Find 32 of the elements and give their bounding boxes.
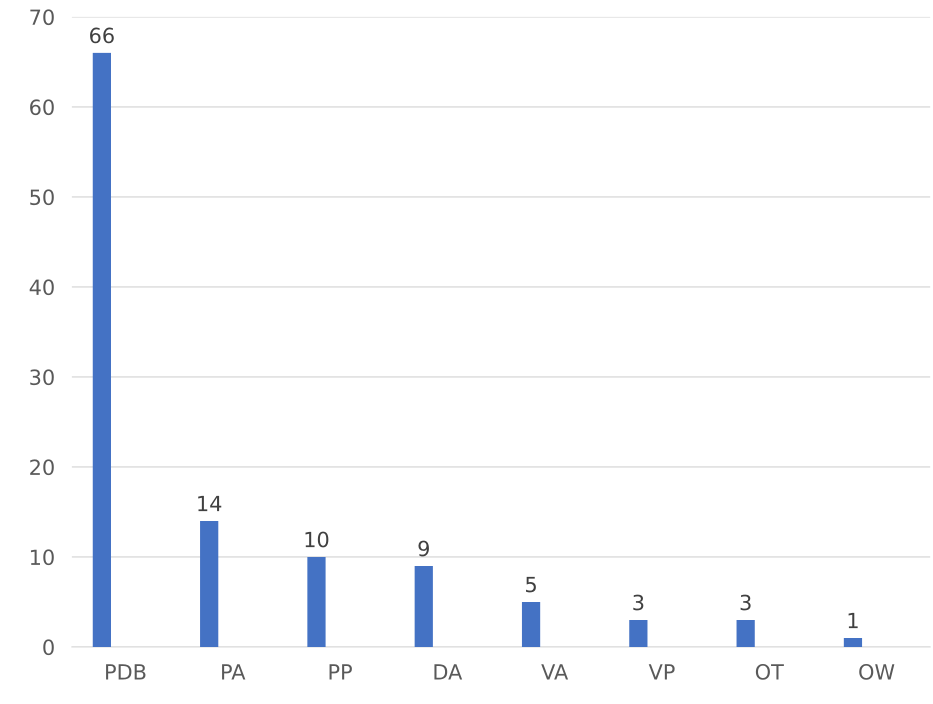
x-tick-label: PA — [222, 664, 246, 680]
bar — [522, 602, 540, 647]
data-label: 3 — [633, 594, 644, 610]
bar — [736, 620, 755, 647]
x-tick-label: PDB — [106, 664, 146, 680]
y-tick-label: 50 — [30, 189, 54, 206]
y-tick-label: 40 — [30, 279, 54, 296]
y-tick-label: 20 — [30, 459, 54, 476]
data-label: 66 — [90, 28, 114, 44]
x-tick-label: OW — [859, 664, 894, 680]
data-label: 9 — [418, 540, 429, 556]
y-tick-label: 70 — [30, 9, 54, 26]
bar — [629, 620, 648, 647]
data-label: 14 — [198, 496, 222, 512]
data-label: 5 — [526, 576, 536, 592]
bar — [307, 556, 326, 647]
x-tick-label: VP — [648, 664, 675, 680]
bar — [414, 566, 433, 647]
y-tick-label: 10 — [30, 549, 54, 566]
x-tick-label: OT — [756, 664, 784, 680]
y-tick-label: 60 — [30, 99, 54, 116]
x-tick-label: PP — [330, 664, 352, 680]
bar — [844, 638, 862, 647]
bar — [200, 520, 218, 647]
y-tick-label: 30 — [30, 369, 54, 386]
data-label: 3 — [740, 594, 751, 610]
data-label: 1 — [848, 612, 858, 628]
x-tick-label: DA — [434, 664, 462, 680]
data-label: 10 — [306, 532, 328, 548]
bar — [92, 52, 112, 647]
y-tick-label: 0 — [43, 639, 54, 656]
x-tick-label: VA — [541, 664, 568, 680]
